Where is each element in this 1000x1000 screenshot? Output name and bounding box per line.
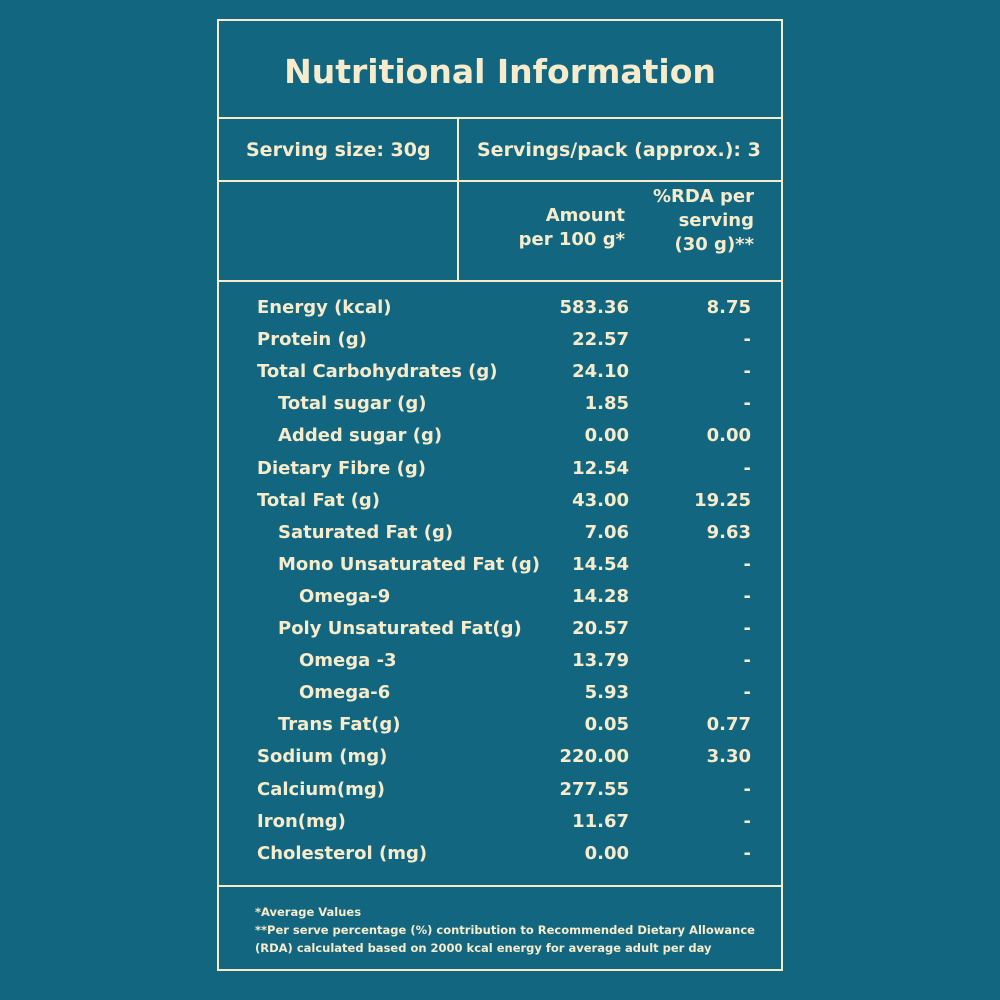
- column-header-row: Amount per 100 g* %RDA per serving (30 g…: [219, 182, 781, 282]
- amount-per-100g: 24.10: [572, 361, 629, 383]
- amount-per-100g: 583.36: [559, 297, 629, 318]
- rda-per-serving: 9.63: [706, 521, 751, 543]
- nutrient-label: Energy (kcal): [257, 297, 392, 318]
- footnote-average: *Average Values: [255, 905, 362, 919]
- nutrient-label: Dietary Fibre (g): [257, 457, 426, 479]
- rda-per-serving: -: [743, 361, 751, 383]
- amount-per-100g: 11.67: [572, 810, 629, 832]
- nutrient-label: Total Carbohydrates (g): [257, 361, 498, 383]
- nutrient-label: Trans Fat(g): [278, 714, 401, 736]
- nutrient-label: Iron(mg): [257, 810, 346, 832]
- nutrient-label: Total Fat (g): [257, 489, 381, 511]
- table-row: Poly Unsaturated Fat(g) 20.57 -: [219, 618, 781, 650]
- table-row: Sodium (mg) 220.00 3.30: [219, 746, 781, 778]
- table-row: Trans Fat(g) 0.05 0.77: [219, 714, 781, 746]
- amount-per-100g: 220.00: [559, 746, 629, 768]
- table-row: Omega -3 13.79 -: [219, 650, 781, 682]
- table-row: Cholesterol (mg) 0.00 -: [219, 843, 781, 875]
- footnote-rda: **Per serve percentage (%) contribution …: [255, 923, 755, 937]
- rda-per-serving: -: [743, 553, 751, 575]
- rda-per-serving: -: [743, 618, 751, 639]
- amount-per-100g: 20.57: [572, 618, 629, 639]
- rda-per-serving: 0.77: [706, 714, 751, 736]
- nutrient-label: Sodium (mg): [257, 746, 388, 768]
- page-title: Nutritional Information: [284, 51, 716, 91]
- nutrient-label: Calcium(mg): [257, 778, 386, 800]
- amount-per-100g: 22.57: [572, 329, 629, 351]
- amount-per-100g: 1.85: [584, 393, 629, 415]
- amount-per-100g: 14.28: [572, 585, 629, 607]
- servings-per-pack: Servings/pack (approx.): 3: [477, 139, 761, 161]
- table-row: Saturated Fat (g) 7.06 9.63: [219, 522, 781, 554]
- rda-per-serving: 0.00: [706, 425, 751, 447]
- rda-per-serving: 8.75: [706, 297, 751, 318]
- rda-per-serving: -: [743, 650, 751, 672]
- amount-per-100g: 0.00: [584, 842, 629, 864]
- nutrient-label: Added sugar (g): [278, 425, 443, 447]
- table-row: Omega-6 5.93 -: [219, 682, 781, 714]
- amount-per-100g: 13.79: [572, 650, 629, 672]
- serving-row: Serving size: 30g Servings/pack (approx.…: [219, 119, 781, 182]
- rda-per-serving: -: [743, 810, 751, 832]
- table-row: Total sugar (g) 1.85 -: [219, 393, 781, 425]
- footer-divider: [219, 885, 781, 887]
- table-row: Omega-9 14.28 -: [219, 586, 781, 618]
- table-row: Calcium(mg) 277.55 -: [219, 779, 781, 811]
- nutrient-label: Omega-6: [299, 682, 391, 704]
- amount-per-100g: 43.00: [572, 489, 629, 511]
- nutrient-label: Mono Unsaturated Fat (g): [278, 553, 541, 575]
- nutrient-label: Protein (g): [257, 329, 367, 351]
- rda-per-serving: 3.30: [706, 746, 751, 768]
- title-box: Nutritional Information: [219, 21, 781, 119]
- amount-per-100g: 277.55: [559, 778, 629, 800]
- table-row: Added sugar (g) 0.00 0.00: [219, 425, 781, 457]
- nutrient-label: Cholesterol (mg): [257, 842, 428, 864]
- amount-per-100g: 12.54: [572, 457, 629, 479]
- amount-per-100g: 14.54: [572, 553, 629, 575]
- rda-per-serving: -: [743, 778, 751, 800]
- amount-per-100g: 7.06: [584, 521, 629, 543]
- nutrient-label: Poly Unsaturated Fat(g): [278, 618, 522, 639]
- nutrient-label: Omega-9: [299, 585, 391, 607]
- table-row: Protein (g) 22.57 -: [219, 329, 781, 361]
- nutrition-panel: Nutritional Information Serving size: 30…: [217, 19, 783, 971]
- amount-per-100g: 0.00: [584, 425, 629, 447]
- footnotes: *Average Values **Per serve percentage (…: [255, 903, 775, 957]
- amount-per-100g: 5.93: [584, 682, 629, 704]
- rda-per-serving: -: [743, 393, 751, 415]
- amount-column-header: Amount per 100 g*: [518, 205, 625, 250]
- table-row: Mono Unsaturated Fat (g) 14.54 -: [219, 554, 781, 586]
- rda-per-serving: -: [743, 842, 751, 864]
- nutrient-label: Omega -3: [299, 650, 397, 672]
- rda-per-serving: -: [743, 329, 751, 351]
- rda-per-serving: -: [743, 682, 751, 704]
- table-row: Iron(mg) 11.67 -: [219, 811, 781, 843]
- column-divider: [457, 119, 459, 282]
- nutrient-label: Saturated Fat (g): [278, 521, 454, 543]
- amount-per-100g: 0.05: [584, 714, 629, 736]
- rda-column-header: %RDA per serving (30 g)**: [652, 186, 754, 255]
- rda-per-serving: -: [743, 457, 751, 479]
- footnote-rda-continued: (RDA) calculated based on 2000 kcal ener…: [255, 941, 712, 955]
- serving-size: Serving size: 30g: [246, 139, 431, 161]
- table-row: Dietary Fibre (g) 12.54 -: [219, 458, 781, 490]
- rda-per-serving: 19.25: [694, 489, 751, 511]
- rda-per-serving: -: [743, 585, 751, 607]
- table-row: Energy (kcal) 583.36 8.75: [219, 297, 781, 329]
- table-row: Total Fat (g) 43.00 19.25: [219, 490, 781, 522]
- table-row: Total Carbohydrates (g) 24.10 -: [219, 361, 781, 393]
- nutrient-label: Total sugar (g): [278, 393, 427, 415]
